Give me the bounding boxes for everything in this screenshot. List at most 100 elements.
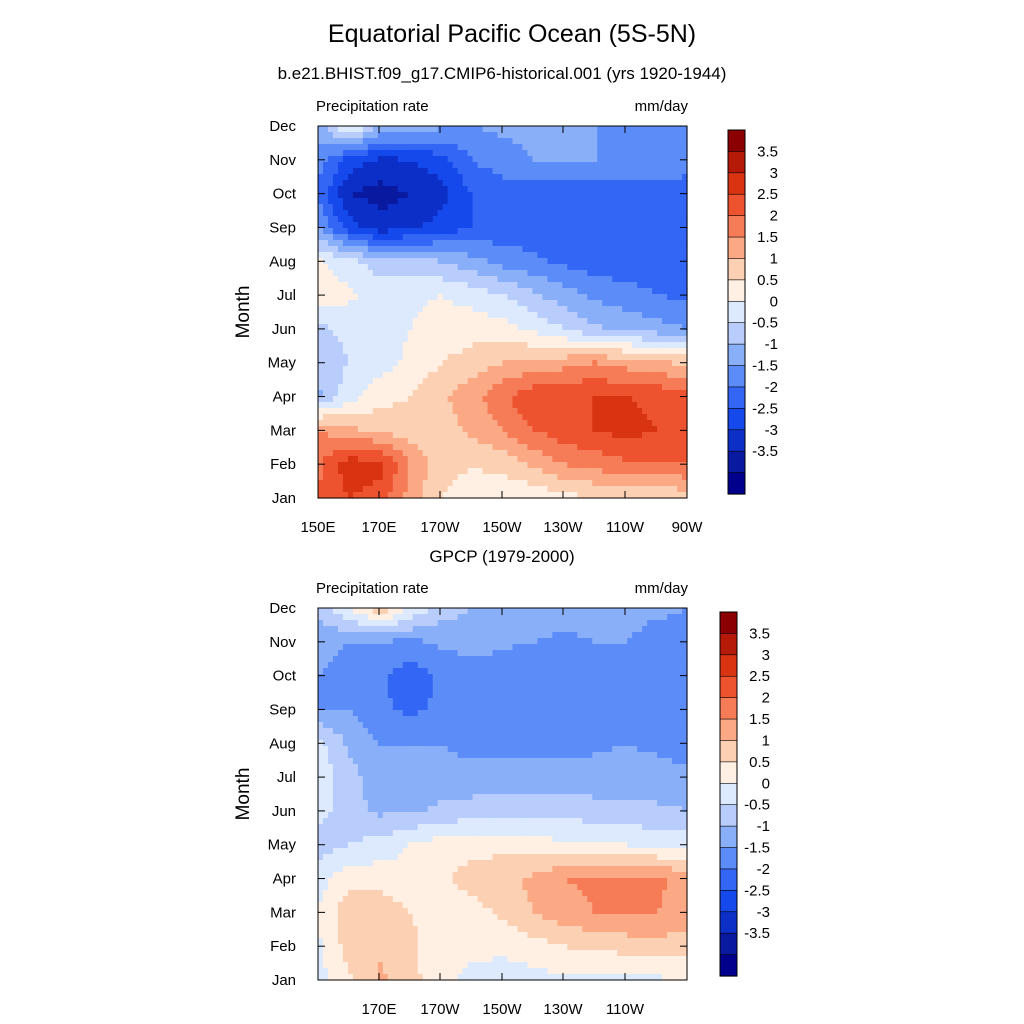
contour-cell: [647, 198, 653, 205]
contour-cell: [522, 258, 529, 265]
contour-cell: [667, 432, 673, 439]
contour-cell: [592, 396, 598, 403]
contour-cell: [432, 408, 439, 415]
contour-cell: [407, 264, 414, 271]
contour-cell: [537, 396, 543, 403]
contour-cell: [552, 174, 558, 181]
contour-cell: [462, 222, 469, 229]
contour-cell: [432, 492, 439, 499]
contour-cell: [452, 276, 459, 283]
contour-cell: [337, 198, 344, 205]
contour-cell: [607, 378, 613, 385]
contour-cell: [682, 348, 688, 355]
contour-cell: [647, 420, 653, 427]
contour-cell: [477, 204, 484, 211]
contour-cell: [342, 174, 349, 181]
contour-cell: [442, 456, 449, 463]
contour-cell: [497, 180, 504, 187]
contour-cell: [567, 312, 573, 319]
contour-cell: [552, 348, 558, 355]
contour-cell: [427, 486, 434, 493]
contour-cell: [637, 246, 643, 253]
contour-cell: [582, 126, 588, 133]
contour-cell: [512, 234, 519, 241]
contour-cell: [467, 306, 474, 313]
contour-cell: [677, 282, 683, 289]
contour-cell: [592, 426, 598, 433]
contour-cell: [617, 168, 623, 175]
contour-cell: [372, 240, 379, 247]
contour-cell: [512, 132, 519, 139]
contour-cell: [552, 390, 558, 397]
contour-cell: [347, 486, 354, 493]
contour-cell: [367, 288, 374, 295]
contour-cell: [402, 438, 409, 445]
contour-cell: [392, 264, 399, 271]
contour-cell: [372, 492, 379, 499]
contour-cell: [517, 222, 524, 229]
contour-cell: [337, 126, 344, 133]
contour-cell: [342, 150, 349, 157]
contour-cell: [377, 240, 384, 247]
contour-cell: [318, 480, 324, 487]
contour-cell: [347, 426, 354, 433]
contour-cell: [452, 138, 459, 145]
contour-cell: [377, 354, 384, 361]
contour-cell: [607, 240, 613, 247]
contour-cell: [427, 174, 434, 181]
contour-cell: [487, 366, 494, 373]
contour-cell: [567, 408, 573, 415]
contour-cell: [422, 360, 429, 367]
contour-cell: [582, 402, 588, 409]
contour-cell: [402, 354, 409, 361]
contour-cell: [417, 270, 424, 277]
contour-cell: [372, 414, 379, 421]
contour-cell: [647, 450, 653, 457]
contour-cell: [647, 240, 653, 247]
contour-cell: [567, 192, 573, 199]
contour-cell: [407, 450, 414, 457]
contour-cell: [482, 198, 489, 205]
contour-cell: [567, 438, 573, 445]
contour-cell: [662, 264, 668, 271]
contour-cell: [387, 444, 394, 451]
contour-cell: [482, 168, 489, 175]
contour-cell: [442, 372, 449, 379]
contour-cell: [542, 246, 548, 253]
contour-cell: [352, 306, 359, 313]
contour-cell: [592, 288, 598, 295]
contour-cell: [637, 414, 643, 421]
contour-cell: [517, 426, 524, 433]
contour-cell: [682, 294, 688, 301]
contour-cell: [347, 372, 354, 379]
contour-cell: [467, 414, 474, 421]
contour-cell: [617, 330, 623, 337]
contour-cell: [572, 336, 578, 343]
contour-cell: [582, 270, 588, 277]
contour-cell: [582, 426, 588, 433]
contour-cell: [472, 360, 479, 367]
contour-cell: [662, 162, 668, 169]
contour-cell: [337, 420, 344, 427]
contour-cell: [562, 614, 568, 621]
contour-cell: [472, 444, 479, 451]
contour-cell: [512, 246, 519, 253]
y-tick-label: Jan: [272, 490, 296, 507]
contour-cell: [342, 210, 349, 217]
contour-cell: [492, 608, 499, 615]
contour-cell: [512, 144, 519, 151]
contour-cell: [682, 342, 688, 349]
contour-cell: [352, 384, 359, 391]
contour-cell: [447, 258, 454, 265]
contour-cell: [502, 348, 509, 355]
contour-cell: [397, 210, 404, 217]
contour-cell: [642, 366, 648, 373]
contour-cell: [347, 294, 354, 301]
contour-cell: [392, 168, 399, 175]
contour-cell: [492, 186, 499, 193]
contour-cell: [362, 372, 369, 379]
contour-cell: [617, 306, 623, 313]
contour-cell: [657, 620, 663, 627]
contour-cell: [337, 186, 344, 193]
contour-cell: [382, 468, 389, 475]
